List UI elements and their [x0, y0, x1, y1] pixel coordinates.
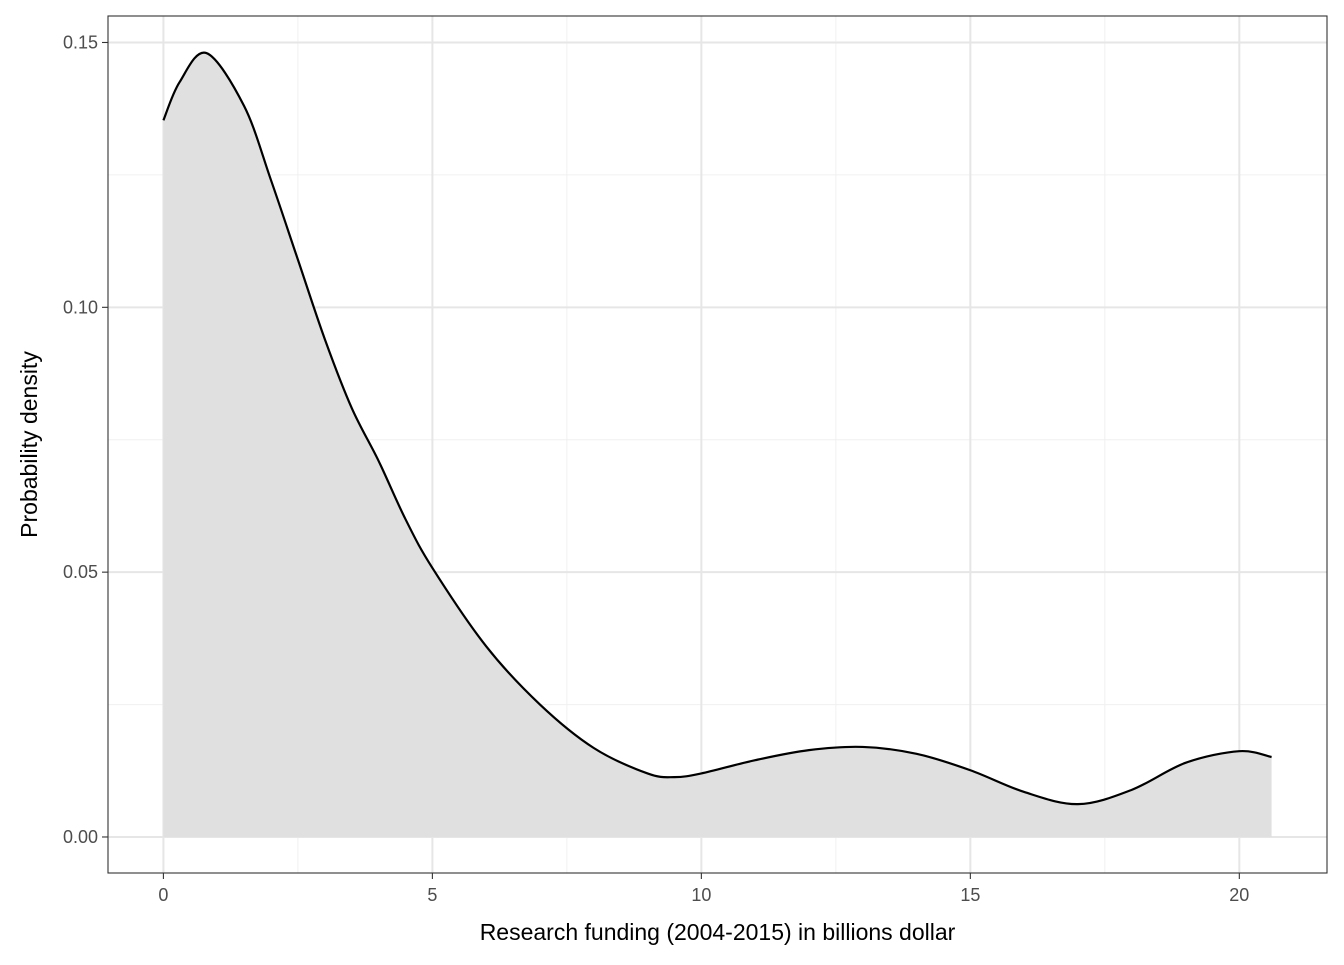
- y-tick-label: 0.00: [63, 827, 98, 847]
- axis-ticks: 0 5 10 15 20 0.00 0.05 0.10 0.15: [63, 32, 1249, 905]
- density-area: [163, 52, 1272, 837]
- y-axis-label: Probability density: [16, 351, 42, 538]
- x-tick-label: 10: [691, 885, 711, 905]
- y-tick-label: 0.10: [63, 297, 98, 317]
- y-tick-label: 0.15: [63, 32, 98, 52]
- x-tick-label: 15: [960, 885, 980, 905]
- x-tick-label: 20: [1229, 885, 1249, 905]
- x-tick-label: 5: [427, 885, 437, 905]
- density-line: [162, 51, 1272, 806]
- x-axis-label: Research funding (2004-2015) in billions…: [480, 919, 956, 945]
- x-tick-label: 0: [158, 885, 168, 905]
- panel-border: [107, 15, 1328, 874]
- y-tick-label: 0.05: [63, 562, 98, 582]
